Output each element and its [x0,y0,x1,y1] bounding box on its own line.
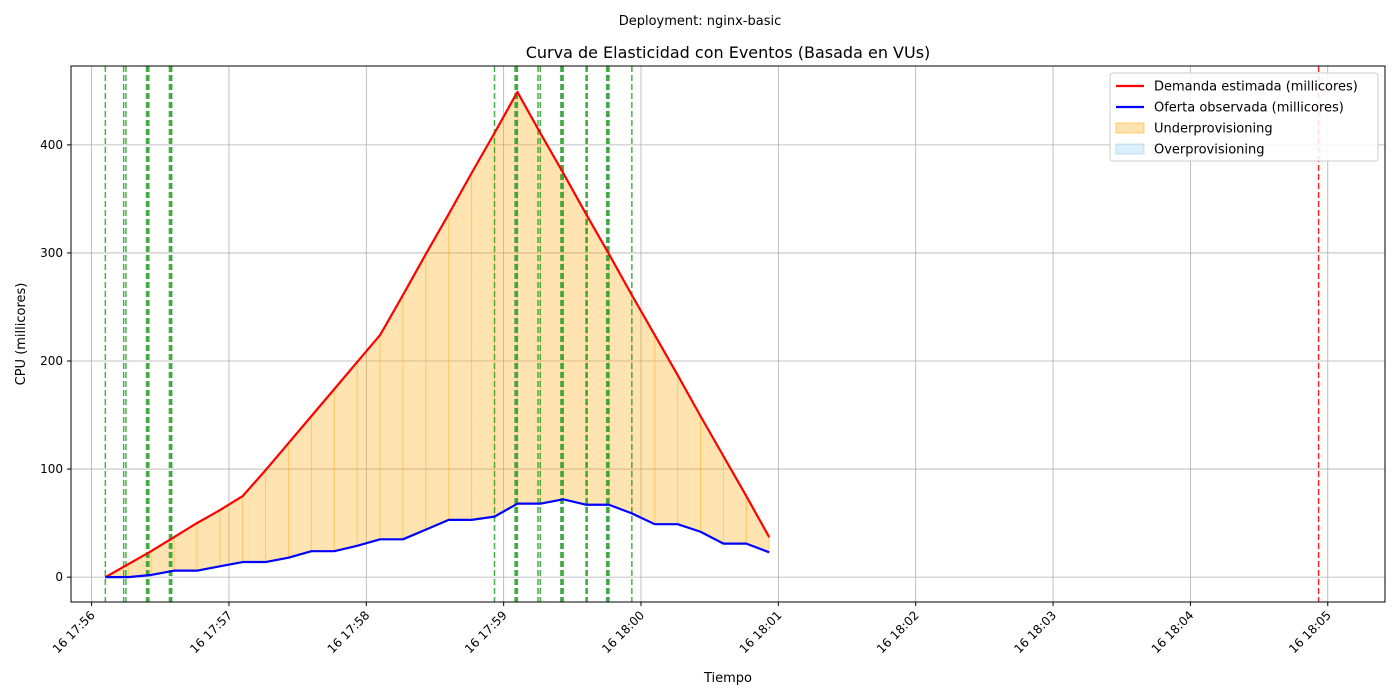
legend-under-label: Underprovisioning [1154,122,1273,137]
y-tick-label: 100 [40,462,63,476]
y-tick-label: 300 [40,246,63,260]
legend-under-swatch [1115,122,1145,134]
x-tick-label: 16 18:02 [874,608,922,656]
y-tick-label: 400 [40,138,63,152]
supply-line [105,498,770,579]
x-tick-label: 16 17:56 [50,608,98,656]
x-axis-label: Tiempo [703,671,752,686]
underprovisioning-area [105,91,770,578]
x-tick-label: 16 17:59 [462,608,510,656]
demand-line [104,90,771,579]
x-tick-label: 16 17:58 [325,608,373,656]
x-tick-label: 16 18:01 [737,608,785,656]
event-lines [104,66,1320,602]
y-axis-ticks: 0 100 200 300 400 [40,138,71,584]
chart-suptitle: Deployment: nginx-basic [619,14,782,29]
plot-frame [70,65,1386,603]
x-tick-label: 16 18:03 [1011,608,1059,656]
x-tick-label: 16 18:05 [1286,608,1334,656]
y-axis-label: CPU (millicores) [14,283,29,386]
legend-over-swatch [1115,143,1145,155]
x-tick-label: 16 18:00 [599,608,647,656]
series-lines [104,90,771,579]
x-axis-ticks: 16 17:56 16 17:57 16 17:58 16 17:59 16 18:00… [50,602,1334,656]
y-tick-label: 200 [40,354,63,368]
legend-over-label: Overprovisioning [1154,143,1265,158]
legend-demand-label: Demanda estimada (millicores) [1154,80,1358,95]
fill-area [105,91,770,578]
grid-lines [71,66,1385,602]
y-tick-label: 0 [55,570,63,584]
x-tick-label: 16 17:57 [187,608,235,656]
legend-box [1109,72,1379,162]
legend-supply-label: Oferta observada (millicores) [1154,101,1344,116]
x-tick-label: 16 18:04 [1149,608,1197,656]
legend: Demanda estimada (millicores) Oferta obse… [1109,72,1379,162]
chart-title: Curva de Elasticidad con Eventos (Basada… [526,43,931,62]
